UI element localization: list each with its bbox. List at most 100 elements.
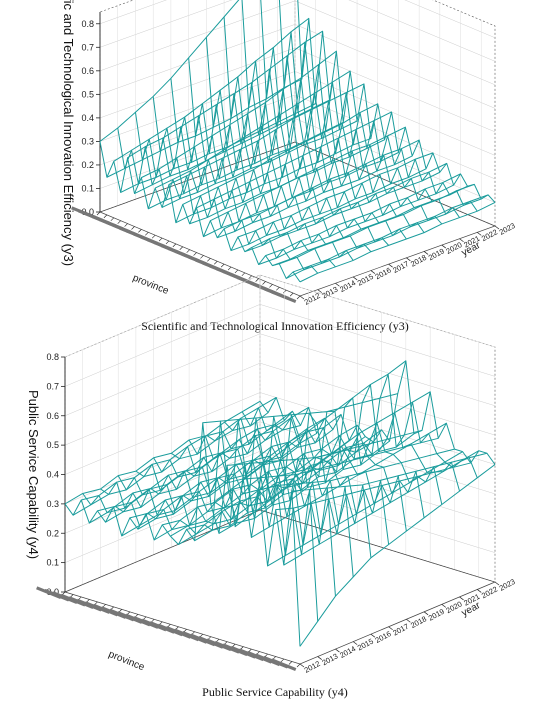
province-series-line [182,103,378,205]
z-tick-label: 0.8 [81,19,94,29]
province-series-line [141,50,337,179]
z-tick-label: 0.4 [81,113,94,123]
province-series-line [189,139,385,225]
z-axis: 0.0 0.1 0.2 0.3 0.4 0.5 0.6 0.7 0.8 Scientific an… [61,0,101,266]
year-tick-label: 2014 [338,278,357,294]
province-tick [145,232,149,236]
grid [63,274,497,665]
year-tick [299,663,305,668]
province-tick [110,217,115,222]
year-series-line [223,16,425,233]
z-gridline [99,0,496,38]
province-tick [288,661,293,665]
province-axis: province [36,586,301,673]
z-tick-label: 0.5 [81,89,94,99]
year-series-line [205,37,407,240]
year-tick [423,611,429,616]
z-tick-label: 0.3 [81,136,94,146]
province-tick [269,284,273,288]
province-tick [158,237,163,242]
province-tick [200,255,204,259]
year-series-line [224,384,461,492]
year-tick-label: 2023 [498,577,517,593]
chart-innovation-efficiency: 0.0 0.1 0.2 0.3 0.4 0.5 0.6 0.7 0.8 Scientific an… [61,0,517,307]
year-tick [370,633,376,638]
year-tick [459,596,464,601]
z-tick-label: 0.7 [81,42,94,52]
province-series-line [285,198,482,279]
year-tick-label: 2016 [374,266,393,282]
province-tick [151,234,156,239]
province-tick [172,243,177,248]
province-series-line [120,103,316,193]
province-tick [220,263,225,268]
province-series-line [186,429,382,530]
province-series-line [292,194,489,273]
province-tick [296,295,301,300]
province-series-line [81,397,277,501]
province-series-line [291,452,488,492]
year-series-line [278,0,478,212]
province-series-line [237,152,434,238]
year-tick [494,581,500,586]
year-series-line [241,0,443,225]
year-tick [317,656,322,660]
province-series-line [99,0,240,142]
z-tick-label: 0.4 [46,470,59,480]
year-tick [370,270,376,274]
year-tick [441,244,447,249]
year-series-line [117,417,354,578]
z-tick-label: 0.1 [46,558,59,568]
year-series-line [135,415,372,558]
year-series-line [206,397,443,505]
year-tick-label: 2023 [498,221,517,237]
province-tick [276,287,280,291]
year-series-line [241,373,478,479]
province-series-line [168,83,365,185]
year-series-line [134,112,336,268]
year-tick [459,238,464,243]
year-series-line [259,360,496,465]
province-series-line [105,424,301,523]
z-gridline [64,333,496,416]
province-tick [248,275,252,279]
year-series-line [188,410,425,518]
year-series-line [64,422,301,647]
province-tick [296,663,301,668]
z-tick-label: 0.1 [81,183,94,193]
year-tick-label: 2018 [409,253,428,269]
province-tick [131,226,135,230]
year-tick [406,618,411,623]
year-tick [477,232,482,236]
year-tick-label: 2013 [320,285,339,301]
year-tick-label: 2012 [303,291,322,307]
province-tick [207,258,211,262]
z-tick-label: 0.3 [46,499,59,509]
z-tick-label: 0.6 [46,411,59,421]
year-series-line [260,0,460,218]
province-series-line [154,70,351,189]
province-series-line [279,183,475,265]
year-tick [494,225,500,230]
year-tick-label: 2017 [391,259,410,275]
province-series-line [210,126,406,222]
province-tick [280,658,285,663]
year-tick-label: 2015 [356,272,375,288]
province-series-line [299,464,496,647]
province-series-line [202,393,398,424]
province-tick [282,289,287,294]
province-series-line [127,30,323,159]
province-series-line [223,139,420,230]
province-series-line [230,168,427,252]
year-series-line [153,414,390,545]
z-axis-title: Scientific and Technological Innovation … [61,0,76,266]
z-tick-label: 0.7 [46,381,59,391]
province-series-line [258,184,454,265]
province-series-line [97,410,293,512]
surface [99,0,496,283]
province-axis: province [71,206,301,304]
year-tick [388,263,393,268]
z-tick-label: 0.8 [46,352,59,362]
